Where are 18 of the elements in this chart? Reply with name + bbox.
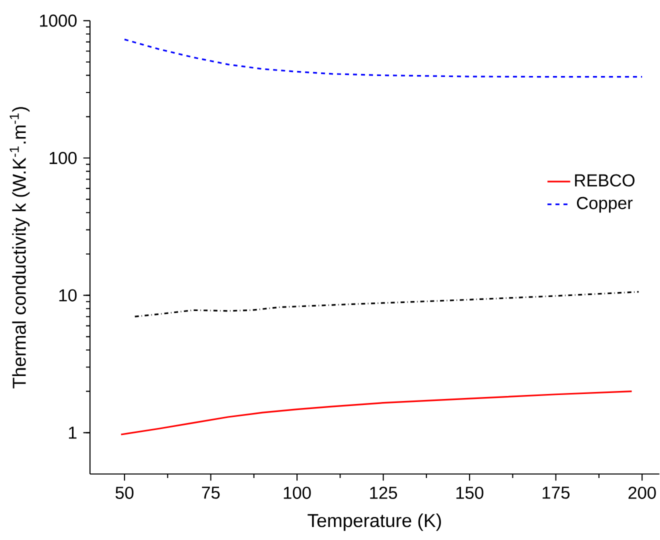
x-tick-label: 75 — [202, 486, 220, 499]
y-tick-label: 1000 — [40, 14, 77, 27]
y-tick-label: 1 — [68, 426, 76, 439]
legend-label: Copper — [576, 196, 633, 213]
y-tick-label: 100 — [50, 152, 77, 164]
x-tick-label: 125 — [370, 486, 398, 499]
x-tick-label: 150 — [456, 486, 484, 499]
x-tick-label: 175 — [542, 486, 570, 499]
y-tick-label: 10 — [59, 289, 77, 302]
legend-label: REBCO — [575, 174, 634, 187]
line-series — [134, 291, 640, 318]
x-tick-label: 200 — [628, 486, 656, 499]
line-series — [124, 38, 643, 78]
x-tick-label: 50 — [116, 486, 134, 499]
x-axis-title: Temperature (K) — [308, 513, 441, 531]
x-tick-label: 100 — [284, 486, 311, 499]
line-series — [120, 390, 633, 436]
y-axis-title: Thermal conductivity k (W.K$^{-1}$.m$^{-1}$) — [10, 107, 30, 388]
